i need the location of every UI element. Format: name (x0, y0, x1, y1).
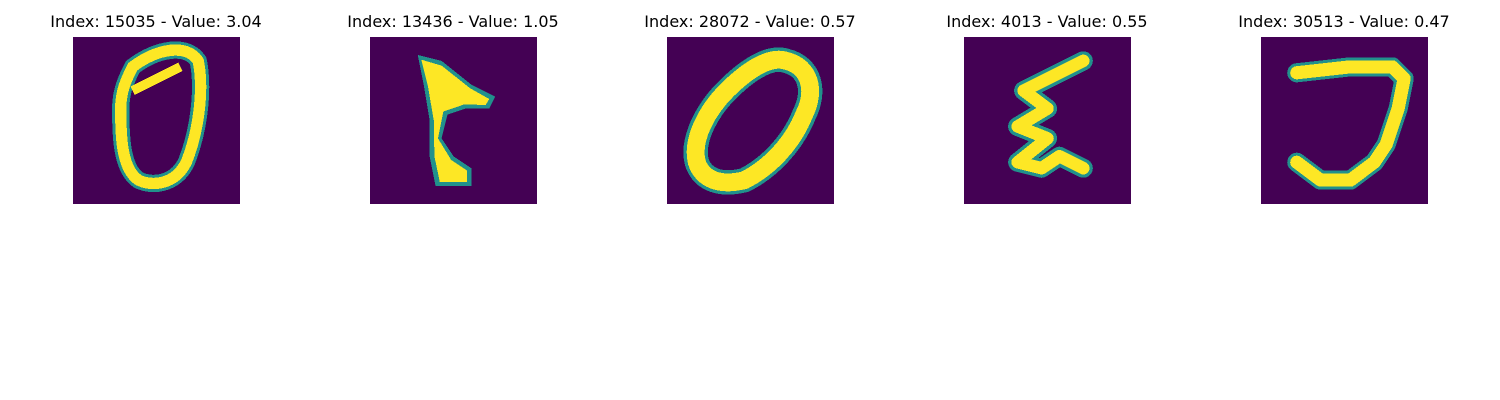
image-panel: Index: 30513 - Value: 0.47 (1194, 0, 1494, 210)
panel-title: Index: 15035 - Value: 3.04 (50, 12, 262, 31)
image-panel: Index: 15035 - Value: 3.04 (6, 0, 306, 210)
digit-image-j-shape (1261, 37, 1428, 204)
digit-image-epsilon (964, 37, 1131, 204)
panel-title: Index: 30513 - Value: 0.47 (1238, 12, 1450, 31)
panel-title: Index: 28072 - Value: 0.57 (644, 12, 856, 31)
digit-image-zero-narrow (73, 37, 240, 204)
digit-image-t-shape (370, 37, 537, 204)
image-panel: Index: 28072 - Value: 0.57 (600, 0, 900, 210)
digit-image-zero-wide (667, 37, 834, 204)
panel-title: Index: 13436 - Value: 1.05 (347, 12, 559, 31)
panel-title: Index: 4013 - Value: 0.55 (946, 12, 1148, 31)
image-panel: Index: 4013 - Value: 0.55 (897, 0, 1197, 210)
image-panel: Index: 13436 - Value: 1.05 (303, 0, 603, 210)
